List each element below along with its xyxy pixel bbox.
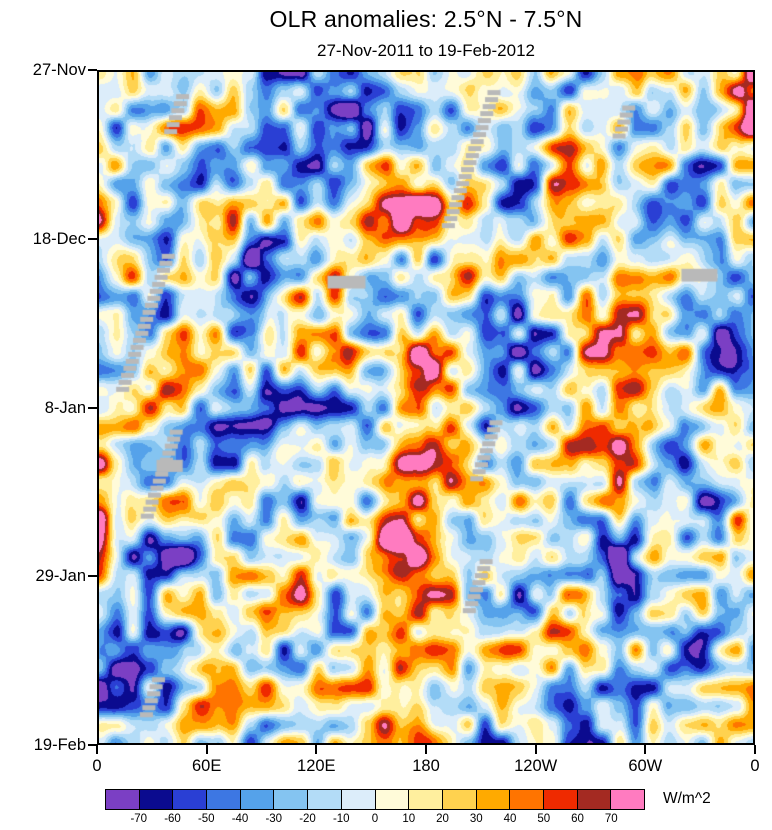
x-axis-label: 120E xyxy=(297,757,336,775)
y-axis-tick xyxy=(88,406,97,409)
x-axis-labels: 0 60E 120E 180 120W 60W 0 xyxy=(92,757,759,777)
colorbar-tick-label: 20 xyxy=(436,813,449,825)
y-axis-label: 19-Feb xyxy=(33,736,86,754)
colorbar-box xyxy=(139,789,174,810)
y-axis-label: 29-Jan xyxy=(35,567,86,586)
y-axis-label: 27-Nov xyxy=(32,61,86,79)
colorbar-boxes xyxy=(105,789,645,810)
x-axis-label: 180 xyxy=(412,757,440,775)
colorbar-tick-label: -40 xyxy=(231,813,249,825)
colorbar-tick-label: -30 xyxy=(265,813,283,825)
y-axis-tick xyxy=(88,69,97,71)
colorbar-box xyxy=(543,789,578,810)
x-axis-tick xyxy=(534,745,537,754)
y-axis-tick xyxy=(88,744,97,746)
colorbar-box xyxy=(207,789,241,810)
plot-area: 27-Nov 18-Dec 8-Jan 29-Jan 19-Feb 0 60E 120E 18… xyxy=(33,61,760,775)
colorbar-tick-label: -50 xyxy=(197,813,215,825)
y-axis-tick xyxy=(88,575,97,578)
x-axis-tick xyxy=(315,745,318,754)
x-axis-tick xyxy=(205,745,208,754)
colorbar-tick-label: 0 xyxy=(371,813,379,825)
y-axis-labels: 27-Nov 18-Dec 8-Jan 29-Jan 19-Feb xyxy=(1,61,86,754)
colorbar-box xyxy=(375,789,410,810)
colorbar-tick-label: 50 xyxy=(537,813,551,825)
colorbar-box xyxy=(308,789,342,810)
colorbar-tick-label: -70 xyxy=(130,813,148,825)
colorbar-box xyxy=(173,789,208,810)
colorbar-tick-label: 70 xyxy=(604,813,618,825)
x-axis-label: 60E xyxy=(192,757,222,775)
colorbar-box xyxy=(105,789,140,810)
colorbar-box xyxy=(476,789,511,810)
y-axis-tick xyxy=(88,237,97,240)
chart-subtitle: 27-Nov-2011 to 19-Feb-2012 xyxy=(317,41,535,60)
colorbar-tick-label: -20 xyxy=(299,813,316,825)
colorbar-unit: W/m^2 xyxy=(663,790,711,807)
x-axis-tick xyxy=(644,745,647,754)
colorbar-box xyxy=(341,789,376,810)
colorbar-box xyxy=(409,789,443,810)
colorbar-tick-label: 60 xyxy=(571,813,584,825)
colorbar-box xyxy=(611,789,645,810)
colorbar-box xyxy=(510,789,544,810)
chart-title: OLR anomalies: 2.5°N - 7.5°N xyxy=(269,6,583,32)
y-axis-label: 8-Jan xyxy=(44,398,86,417)
heatmap-canvas xyxy=(99,72,753,743)
y-axis-label: 18-Dec xyxy=(32,229,86,248)
colorbar-box xyxy=(240,789,275,810)
colorbar-tick-label: 30 xyxy=(469,813,483,825)
colorbar-tick-label: -10 xyxy=(332,813,350,825)
colorbar-labels: -70 -60 -50 -40 -30 -20 -10 0 10 20 30 40 50 60 70 xyxy=(105,813,645,827)
x-axis-label: 120W xyxy=(514,757,558,775)
x-axis-label: 0 xyxy=(750,757,760,775)
x-axis-ticks xyxy=(96,745,756,754)
colorbar-tick-label: 10 xyxy=(402,813,416,825)
colorbar-box xyxy=(577,789,612,810)
colorbar-box xyxy=(442,789,477,810)
colorbar-tick-label: -60 xyxy=(164,813,181,825)
colorbar-box xyxy=(274,789,309,810)
x-axis-tick xyxy=(96,745,98,754)
x-axis-tick xyxy=(754,745,756,754)
x-axis-label: 0 xyxy=(92,757,102,775)
colorbar-tick-label: 40 xyxy=(503,813,517,825)
y-axis-ticks xyxy=(88,69,97,746)
x-axis-tick xyxy=(425,745,427,754)
x-axis-label: 60W xyxy=(628,757,663,775)
